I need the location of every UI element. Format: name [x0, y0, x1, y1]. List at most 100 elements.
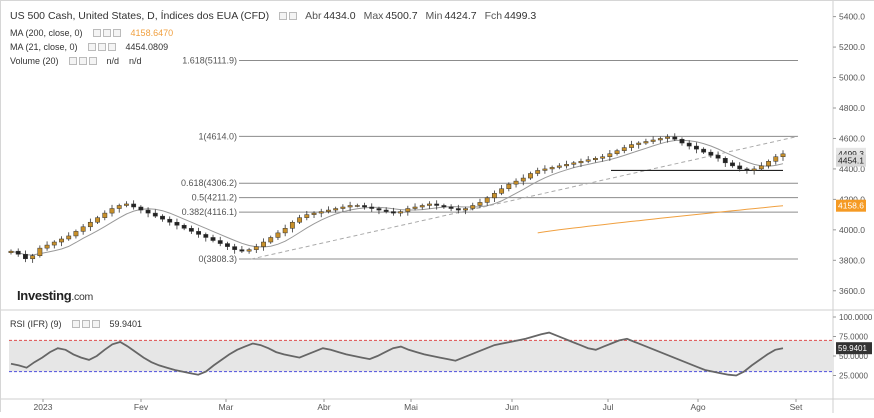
candle-body: [15, 250, 21, 255]
candle-body: [657, 138, 663, 141]
candle-body: [23, 253, 28, 260]
x-tick-label: Abr: [317, 402, 330, 412]
candle-body: [275, 232, 281, 238]
candle-body: [535, 170, 541, 174]
candle-body: [592, 158, 598, 161]
candle-body: [520, 177, 526, 182]
y-tick-label: 5000.0: [839, 73, 865, 83]
candle-body: [196, 231, 202, 235]
settings-icon[interactable]: [97, 42, 106, 51]
candle-body: [542, 168, 548, 171]
eye-icon[interactable]: [68, 56, 77, 65]
rsi-value-badge: [836, 342, 872, 355]
candle-body: [722, 158, 728, 164]
trendline: [250, 135, 799, 260]
candle-body: [66, 235, 72, 240]
y-tick-label: 4400.0: [839, 164, 865, 174]
close-icon[interactable]: [88, 56, 97, 65]
close-icon[interactable]: [107, 42, 116, 51]
eye-icon[interactable]: [71, 319, 80, 328]
candle-body: [246, 249, 252, 252]
candle-body: [614, 150, 620, 154]
price-badge: [836, 154, 866, 167]
rsi-line: [10, 331, 784, 377]
candle-body: [419, 205, 425, 208]
candle-body: [253, 246, 259, 250]
settings-icon[interactable]: [279, 11, 288, 20]
candle-body: [232, 246, 238, 250]
ohlc-close: Fch 4499.3: [484, 9, 537, 22]
y-tick-label: 5200.0: [839, 42, 865, 52]
ma21-label: MA (21, close, 0): [10, 41, 78, 52]
candle-body: [701, 148, 707, 153]
candle-body: [326, 209, 331, 212]
candle-body: [225, 243, 230, 247]
candle-body: [549, 167, 555, 170]
candle-body: [188, 228, 194, 232]
x-tick-label: Set: [790, 402, 803, 412]
candle-body: [585, 159, 591, 162]
y-tick-label: 3800.0: [839, 255, 865, 265]
candle-body: [116, 205, 122, 209]
candle-body: [174, 221, 180, 226]
rsi-tick-label: 50.0000: [839, 352, 868, 361]
settings-icon[interactable]: [81, 319, 90, 328]
settings-icon[interactable]: [102, 28, 111, 37]
candle-body: [268, 237, 274, 243]
candle-body: [571, 162, 577, 165]
candle-body: [239, 249, 245, 252]
close-icon[interactable]: [91, 319, 100, 328]
candle-body: [650, 139, 656, 142]
y-tick-label: 4600.0: [839, 133, 865, 143]
x-tick-label: Jun: [505, 402, 519, 412]
candle-body: [318, 211, 324, 214]
candle-body: [665, 136, 670, 139]
candle-body: [427, 203, 432, 206]
candle-body: [304, 214, 310, 218]
ohlc-open: Abr 4434.0: [305, 9, 356, 22]
rsi-value-badge-label: 59.9401: [838, 344, 867, 353]
candle-body: [751, 168, 757, 171]
eye-icon[interactable]: [87, 42, 96, 51]
candle-body: [398, 211, 404, 214]
candle-body: [340, 206, 346, 209]
symbol-title: US 500 Cash, United States, D, Índices d…: [10, 9, 270, 22]
close-icon[interactable]: [112, 28, 121, 37]
candle-body: [376, 208, 382, 211]
candle-body: [499, 188, 505, 194]
candle-body: [369, 206, 375, 209]
candle-body: [470, 205, 476, 209]
settings-icon[interactable]: [78, 56, 87, 65]
x-tick-label: 2023: [34, 402, 53, 412]
ma200-value: 4158.6470: [130, 27, 174, 38]
candle-body: [217, 240, 223, 244]
y-tick-label: 5400.0: [839, 12, 865, 22]
candle-body: [672, 136, 678, 140]
fib-level-label: 0.5(4211.2): [192, 193, 237, 203]
x-tick-label: Mai: [404, 402, 418, 412]
fib-level-label: 1.618(5111.9): [182, 55, 237, 65]
x-tick-label: Fev: [134, 402, 149, 412]
volume-value-1: n/d: [106, 55, 120, 66]
volume-value-2: n/d: [129, 55, 142, 66]
candle-body: [564, 164, 569, 167]
candle-body: [744, 168, 750, 171]
candle-body: [766, 161, 771, 167]
candle-body: [715, 154, 721, 159]
candle-body: [758, 165, 764, 170]
candle-body: [506, 183, 512, 189]
close-icon[interactable]: [289, 11, 298, 20]
candle-body: [282, 228, 288, 234]
candle-body: [383, 209, 389, 212]
candle-body: [181, 225, 187, 229]
fib-level-label: 0(3808.3): [198, 254, 237, 264]
eye-icon[interactable]: [92, 28, 101, 37]
candle-body: [390, 211, 396, 214]
candle-body: [448, 206, 454, 209]
volume-legend: Volume (20) n/d n/d: [10, 54, 142, 67]
price-badge-label: 4158.6: [838, 201, 864, 211]
candle-body: [441, 205, 447, 208]
candle-body: [109, 208, 115, 214]
